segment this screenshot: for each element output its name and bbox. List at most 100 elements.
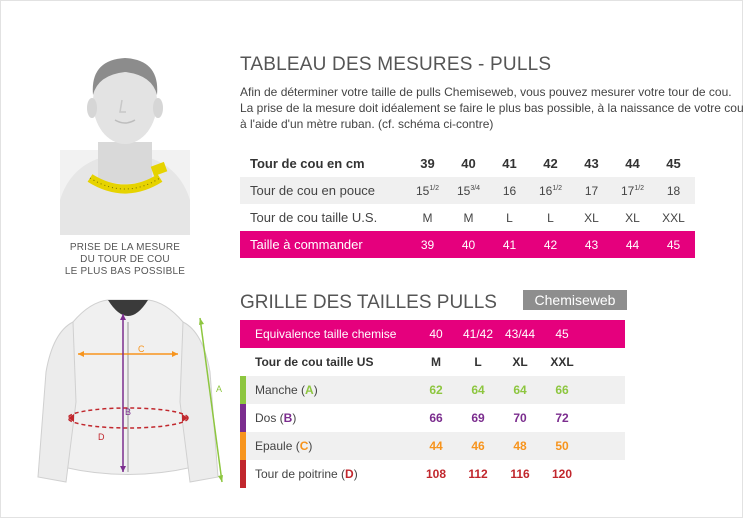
table-cell: XXL xyxy=(662,210,685,225)
table-cell: 64 xyxy=(513,383,527,397)
color-swatch xyxy=(240,432,246,460)
table-cell: 108 xyxy=(425,467,447,481)
table-header-row: Tour de cou en cm 39 40 41 42 43 44 45 xyxy=(240,150,695,177)
table-cell: L xyxy=(547,210,554,225)
table-row: Tour de cou en pouce 151/2 153/4 16 161/2 17… xyxy=(240,177,695,204)
table-cell: XL xyxy=(584,210,599,225)
table-cell: 120 xyxy=(551,467,573,481)
table-cell: 48 xyxy=(513,439,527,453)
table-cell: 45 xyxy=(555,327,569,341)
table-cell: 69 xyxy=(471,411,485,425)
table-cell: XL xyxy=(625,210,640,225)
table-cell: 161/2 xyxy=(538,183,563,198)
row-label: Tour de cou en cm xyxy=(250,156,365,171)
table-cell: 43 xyxy=(584,237,599,252)
table-cell: 46 xyxy=(471,439,485,453)
table-cell: 153/4 xyxy=(456,183,481,198)
table-row: Dos (B) 66 69 70 72 xyxy=(240,404,625,432)
header-cell: 45 xyxy=(666,156,681,171)
measure-letter: D xyxy=(345,467,354,481)
row-label: Taille à commander xyxy=(250,237,363,252)
fraction-superscript: 1/2 xyxy=(552,184,563,192)
diagram-letter-c: C xyxy=(138,344,145,354)
table-header-row: Tour de cou taille US M L XL XXL xyxy=(240,348,625,376)
table-cell: 62 xyxy=(429,383,443,397)
table-cell: 40 xyxy=(461,237,476,252)
diagram-letter-d: D xyxy=(98,432,105,442)
table-cell: 64 xyxy=(471,383,485,397)
header-cell: 39 xyxy=(420,156,435,171)
row-label: Tour de cou taille US xyxy=(255,355,374,369)
table-cell: 18 xyxy=(666,183,681,198)
table-cell: 42 xyxy=(543,237,558,252)
header-cell: 40 xyxy=(461,156,476,171)
table-cell: 116 xyxy=(510,467,530,481)
measurement-caption: PRISE DE LA MESURE DU TOUR DE COU LE PLU… xyxy=(40,242,210,278)
diagram-letter-b: B xyxy=(125,407,131,417)
table-cell: 50 xyxy=(555,439,569,453)
row-label: Equivalence taille chemise xyxy=(255,327,397,341)
measure-letter: B xyxy=(283,411,293,425)
header-cell: XL xyxy=(512,355,528,369)
color-swatch xyxy=(240,376,246,404)
table-cell: 40 xyxy=(429,327,443,341)
measure-table-title: TABLEAU DES MESURES - PULLS xyxy=(240,54,552,75)
order-size-row: Taille à commander 39 40 41 42 43 44 45 xyxy=(240,231,695,258)
intro-line: à l'aide d'un mètre ruban. (cf. schéma c… xyxy=(240,117,494,131)
table-row: Tour de cou taille U.S. M M L L XL XL XX… xyxy=(240,204,695,231)
table-cell: 70 xyxy=(513,411,527,425)
measure-intro: Afin de déterminer votre taille de pulls… xyxy=(240,84,744,132)
table-cell: 16 xyxy=(502,183,517,198)
table-cell: 44 xyxy=(429,439,443,453)
table-cell: 66 xyxy=(429,411,443,425)
row-label: Epaule (C) xyxy=(255,439,313,453)
table-cell: 43/44 xyxy=(504,327,536,341)
equivalence-row: Equivalence taille chemise 40 41/42 43/4… xyxy=(240,320,625,348)
row-label: Tour de poitrine (D) xyxy=(255,467,358,481)
header-cell: 41 xyxy=(502,156,517,171)
header-cell: XXL xyxy=(550,355,574,369)
neck-size-table: Tour de cou en cm 39 40 41 42 43 44 45 T… xyxy=(240,150,695,258)
header-cell: L xyxy=(474,355,482,369)
caption-line: DU TOUR DE COU xyxy=(80,254,170,265)
size-grid-table: Equivalence taille chemise 40 41/42 43/4… xyxy=(240,320,625,488)
head-measurement-illustration xyxy=(60,58,190,235)
table-cell: 112 xyxy=(468,467,488,481)
fraction-superscript: 1/2 xyxy=(429,184,440,192)
fraction-superscript: 1/2 xyxy=(634,184,645,192)
header-cell: M xyxy=(431,355,441,369)
table-cell: 45 xyxy=(666,237,681,252)
intro-line: Afin de déterminer votre taille de pulls… xyxy=(240,85,732,99)
measure-letter: C xyxy=(299,439,309,453)
table-cell: 171/2 xyxy=(620,183,645,198)
brand-badge: Chemiseweb xyxy=(523,290,627,310)
table-cell: 17 xyxy=(584,183,599,198)
header-cell: 44 xyxy=(625,156,640,171)
table-row: Tour de poitrine (D) 108 112 116 120 xyxy=(240,460,625,488)
row-label: Tour de cou en pouce xyxy=(250,183,376,198)
row-label: Tour de cou taille U.S. xyxy=(250,210,378,225)
table-cell: M xyxy=(463,210,474,225)
table-cell: 41/42 xyxy=(462,327,494,341)
table-cell: L xyxy=(506,210,513,225)
table-cell: 41 xyxy=(502,237,517,252)
intro-line: La prise de la mesure doit idéalement se… xyxy=(240,101,744,115)
row-label: Manche (A) xyxy=(255,383,318,397)
table-cell: 44 xyxy=(625,237,640,252)
color-swatch xyxy=(240,404,246,432)
table-cell: 39 xyxy=(420,237,435,252)
color-swatch xyxy=(240,460,246,488)
caption-line: PRISE DE LA MESURE xyxy=(69,242,181,253)
sweater-diagram: A B C D xyxy=(37,299,223,483)
table-cell: 151/2 xyxy=(415,183,440,198)
table-cell: 72 xyxy=(555,411,569,425)
header-cell: 43 xyxy=(584,156,599,171)
table-cell: 66 xyxy=(555,383,569,397)
row-label: Dos (B) xyxy=(255,411,297,425)
diagram-letter-a: A xyxy=(216,384,222,394)
header-cell: 42 xyxy=(543,156,558,171)
caption-line: LE PLUS BAS POSSIBLE xyxy=(64,266,186,277)
size-grid-title: GRILLE DES TAILLES PULLS xyxy=(240,292,497,313)
table-row: Epaule (C) 44 46 48 50 xyxy=(240,432,625,460)
